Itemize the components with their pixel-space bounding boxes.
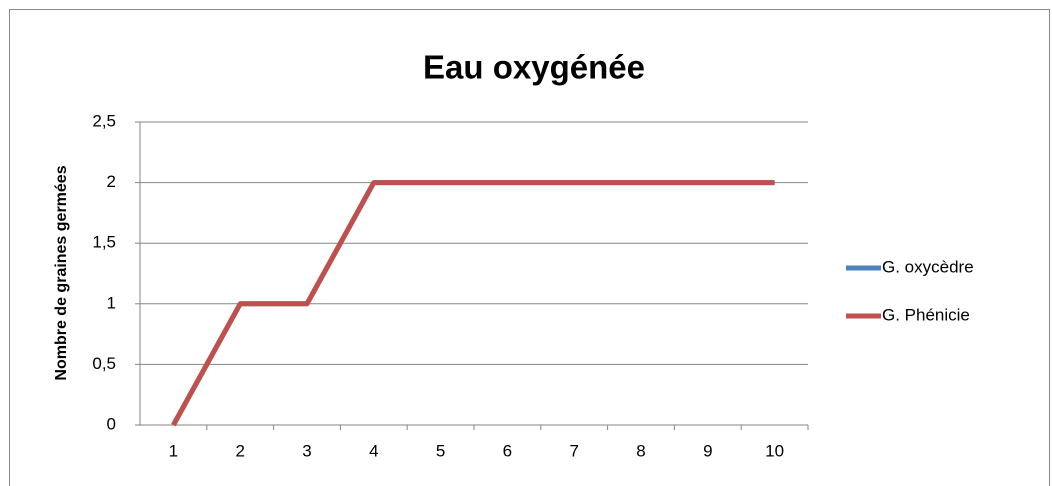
- x-tick-label: 8: [636, 441, 645, 460]
- x-tick-label: 6: [503, 441, 512, 460]
- y-tick-label: 2,5: [92, 111, 116, 130]
- x-tick-label: 3: [302, 441, 311, 460]
- x-tick-label: 4: [369, 441, 378, 460]
- y-tick-label: 0,5: [92, 354, 116, 373]
- x-tick-label: 7: [569, 441, 578, 460]
- y-tick-label: 2: [107, 172, 116, 191]
- legend-label: G. Phénicie: [882, 305, 970, 324]
- x-tick-label: 9: [703, 441, 712, 460]
- series-line: [171, 180, 775, 427]
- chart-border: [9, 9, 1050, 486]
- y-tick-label: 1,5: [92, 233, 116, 252]
- legend-label: G. oxycèdre: [882, 257, 974, 276]
- x-tick-label: 10: [765, 441, 784, 460]
- chart-title: Eau oxygénée: [423, 49, 645, 86]
- x-tick-label: 1: [169, 441, 178, 460]
- y-axis-label: Nombre de graines germées: [53, 165, 70, 380]
- y-tick-label: 0: [107, 414, 116, 433]
- y-tick-label: 1: [107, 293, 116, 312]
- x-tick-label: 2: [235, 441, 244, 460]
- x-tick-label: 5: [436, 441, 445, 460]
